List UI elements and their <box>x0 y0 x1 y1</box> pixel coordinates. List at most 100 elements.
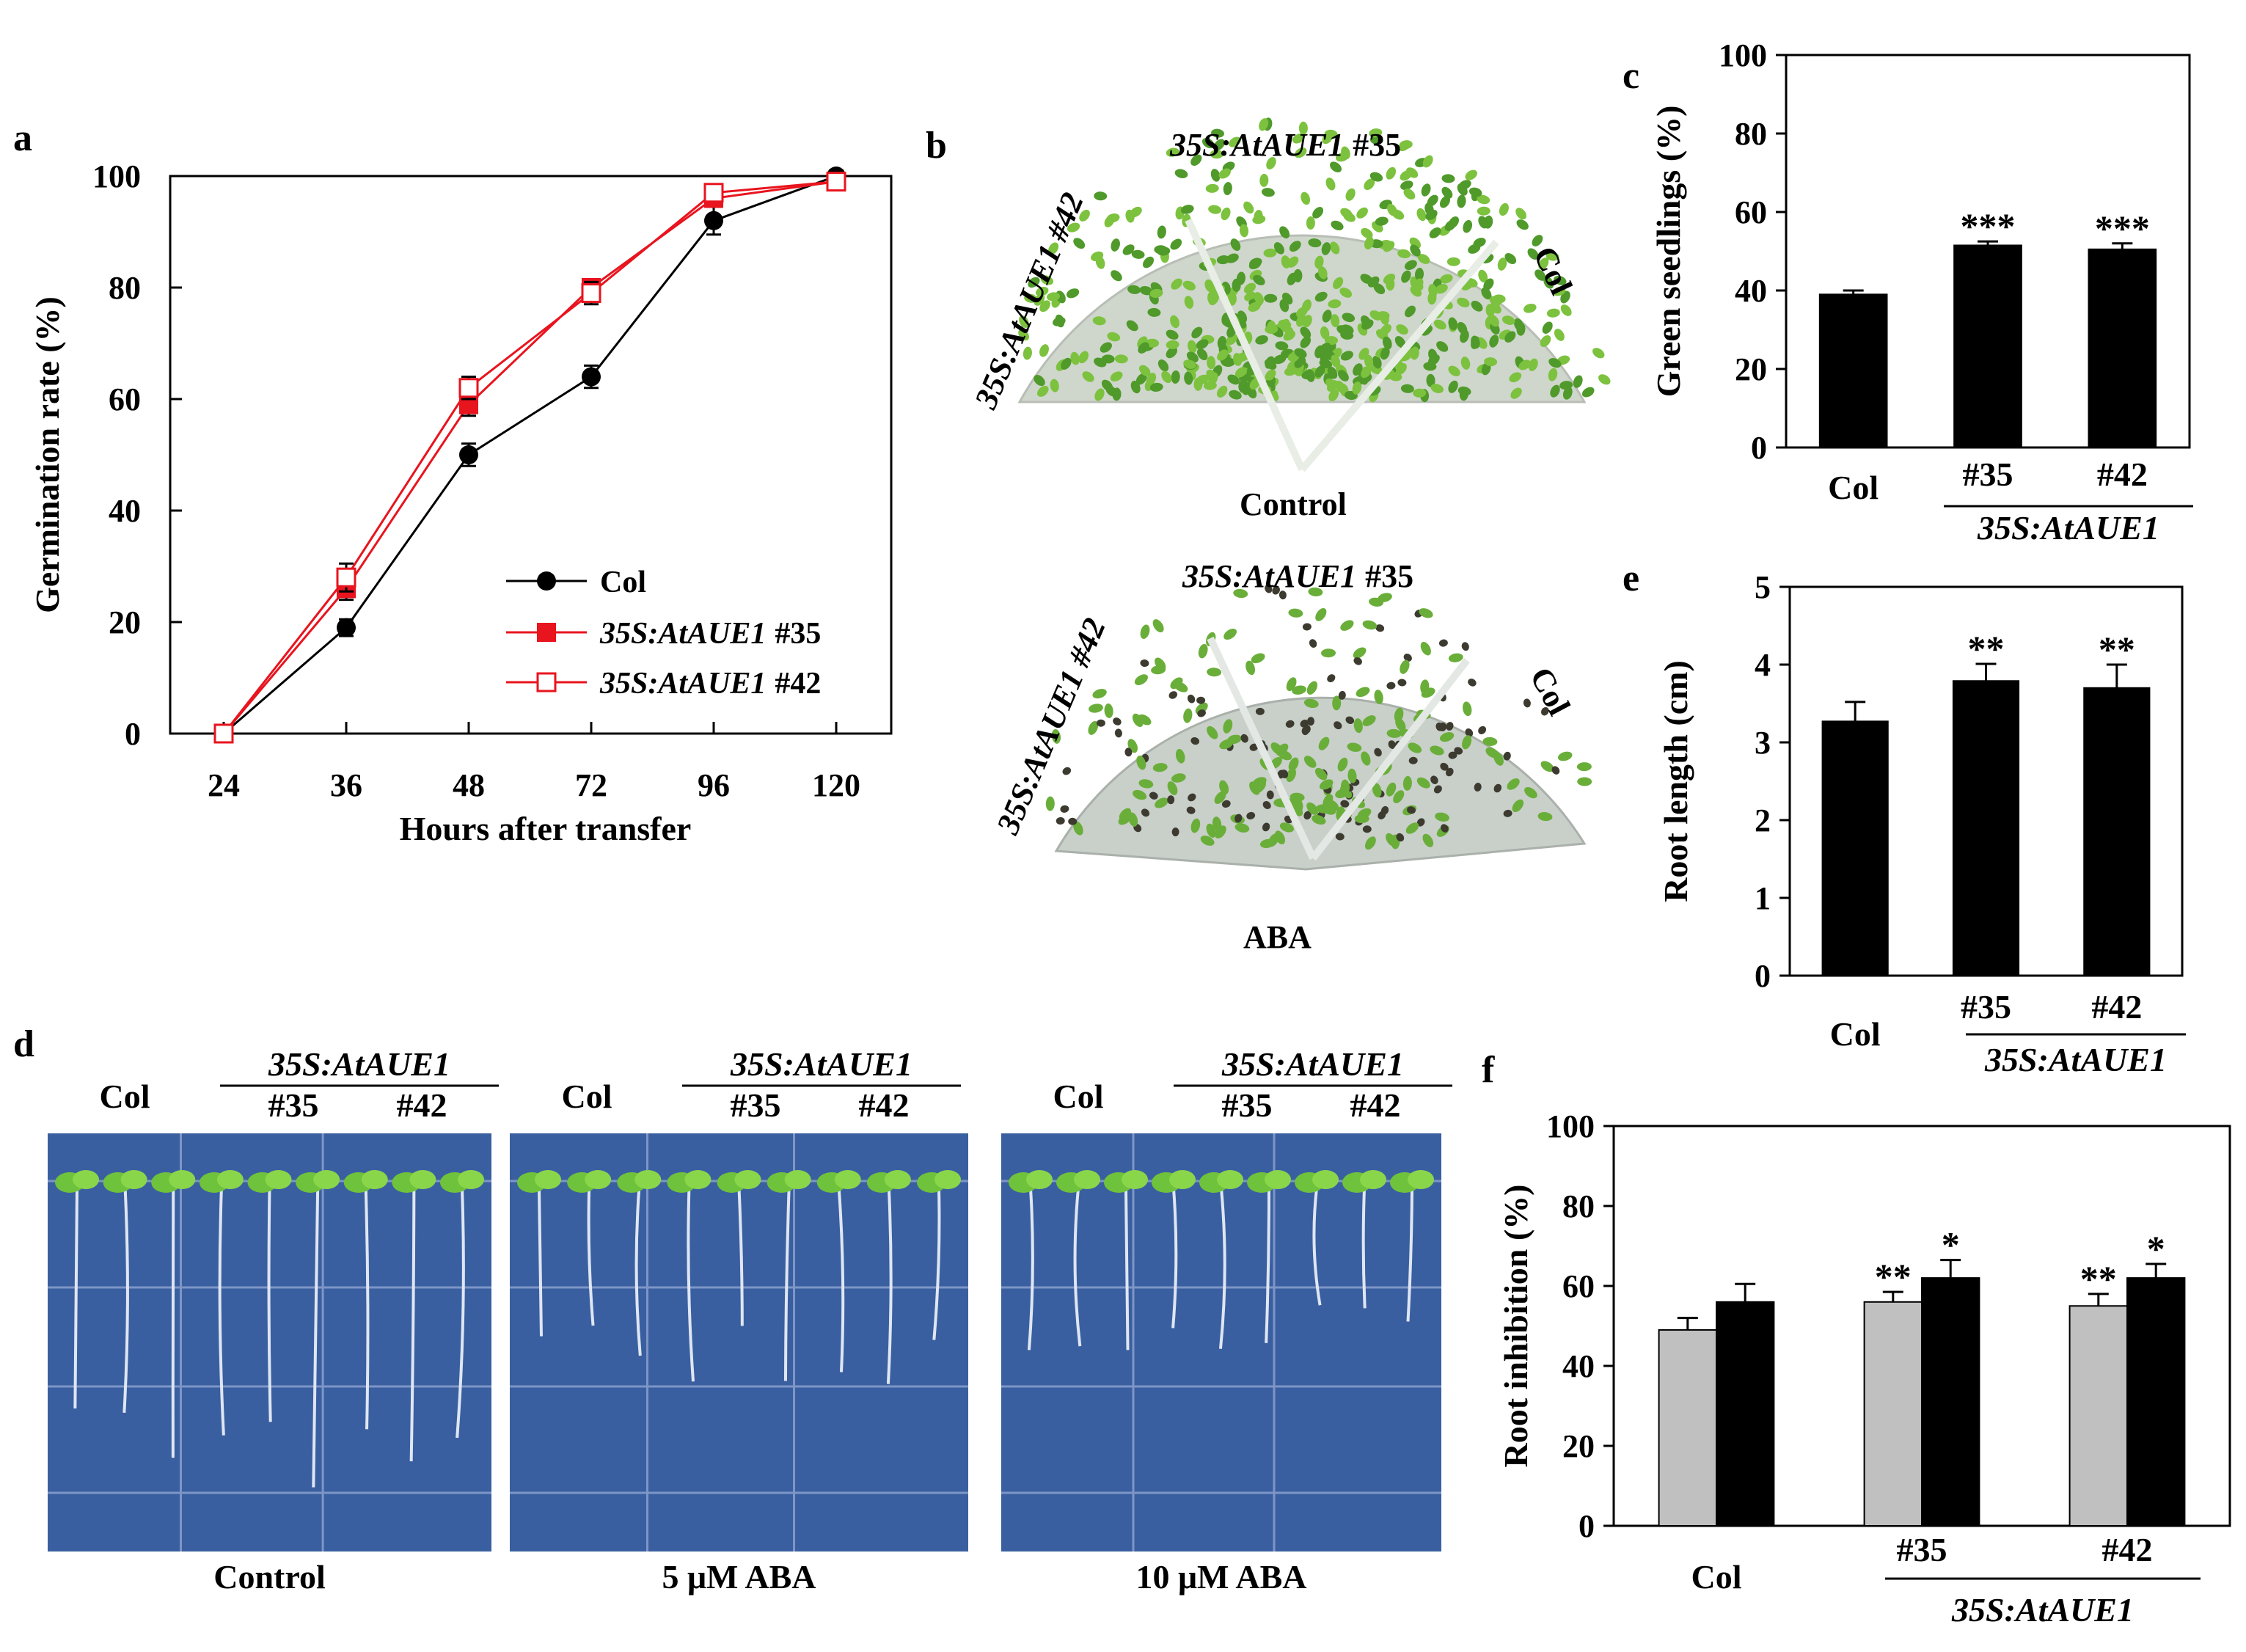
seedling <box>1140 624 1150 639</box>
seedling <box>1364 236 1374 250</box>
root <box>1027 1188 1034 1351</box>
leaf <box>409 1170 436 1189</box>
category-label: #42 <box>2097 456 2148 493</box>
x-tick-label: 72 <box>575 767 607 803</box>
seedling <box>1034 375 1045 387</box>
series-2 <box>213 172 846 744</box>
seedling <box>1208 205 1222 214</box>
leaf <box>684 1170 712 1189</box>
seedling <box>1254 292 1264 305</box>
seedling <box>1214 791 1226 804</box>
seedling <box>1149 288 1163 298</box>
seedling <box>1417 254 1430 264</box>
y-tick-label: 3 <box>1755 725 1771 761</box>
seedling <box>1457 183 1468 196</box>
seedling <box>1405 305 1416 318</box>
seedling <box>1468 679 1477 687</box>
bar <box>2083 687 2151 976</box>
seedling <box>1266 157 1276 169</box>
seedling <box>1581 387 1595 398</box>
seedling <box>1045 796 1055 811</box>
seedling <box>1429 227 1441 238</box>
seedling <box>1040 275 1054 285</box>
seedling <box>1191 326 1203 339</box>
data-point <box>582 367 601 387</box>
seedling <box>1362 715 1376 726</box>
seedling <box>1340 779 1350 794</box>
seedling <box>1362 620 1378 630</box>
seedling <box>1327 366 1338 379</box>
seedling <box>1386 782 1397 797</box>
data-point <box>213 723 234 744</box>
seedling <box>1457 194 1466 208</box>
seedling <box>1175 748 1185 764</box>
seedling <box>1354 814 1369 824</box>
seedling <box>1321 242 1331 255</box>
seedling <box>1577 777 1592 786</box>
root <box>1265 1188 1271 1343</box>
seedling <box>1560 304 1572 316</box>
seedling <box>1140 659 1149 668</box>
seedling <box>1170 315 1179 329</box>
seedling <box>1300 326 1312 339</box>
seedling <box>1353 718 1363 734</box>
seedling <box>1324 129 1338 139</box>
seedling <box>1499 202 1509 216</box>
root <box>1073 1188 1082 1347</box>
plate-caption: Control <box>213 1558 326 1596</box>
seedling <box>1152 619 1164 633</box>
seedling <box>1552 286 1566 296</box>
seedling <box>1448 365 1460 376</box>
seedling <box>1393 790 1405 803</box>
seedling <box>1133 789 1147 800</box>
leaf <box>313 1170 340 1189</box>
seedling <box>1448 653 1463 662</box>
seedling <box>1248 301 1261 312</box>
y-tick-label: 80 <box>1735 116 1767 152</box>
seedling <box>1364 836 1376 850</box>
data-point <box>458 378 479 398</box>
seedling <box>1373 283 1386 294</box>
seedling <box>1187 694 1196 703</box>
seedling <box>1446 257 1460 266</box>
seedling <box>1062 767 1072 775</box>
seedling <box>1306 717 1315 726</box>
seedling <box>1171 773 1186 783</box>
seedling <box>1465 169 1477 180</box>
root-plate-2 <box>1001 1133 1441 1552</box>
seedling <box>1428 284 1438 297</box>
data-point <box>336 567 356 588</box>
significance-mark: * <box>1942 1224 1960 1265</box>
seedling <box>1457 386 1471 396</box>
seedling <box>1401 270 1411 283</box>
seedling <box>1361 366 1372 379</box>
seedling <box>1400 659 1410 674</box>
seedling <box>1088 720 1099 735</box>
seedling <box>1481 287 1492 300</box>
seedling <box>1421 183 1431 197</box>
series-line <box>223 175 837 735</box>
y-tick-label: 2 <box>1755 803 1771 838</box>
seedling <box>1333 277 1344 290</box>
seedling <box>1139 285 1153 296</box>
seedling <box>1122 244 1135 255</box>
seedling <box>1229 390 1242 400</box>
seedling <box>1134 674 1148 685</box>
seedling <box>1372 355 1382 369</box>
seedling <box>1416 777 1430 789</box>
seedling <box>1474 783 1482 792</box>
seedling <box>1135 373 1147 385</box>
seedling <box>1360 274 1373 285</box>
seedling <box>1136 756 1146 770</box>
seedling <box>1157 359 1169 372</box>
leaf <box>784 1170 811 1189</box>
seedling <box>1540 335 1551 347</box>
seedling <box>1119 808 1132 821</box>
seedling <box>1369 135 1383 145</box>
seedling <box>1234 367 1248 378</box>
seedling <box>1094 191 1108 201</box>
seedling <box>1303 756 1317 768</box>
seedling <box>1386 728 1402 738</box>
seedling <box>1430 384 1444 393</box>
